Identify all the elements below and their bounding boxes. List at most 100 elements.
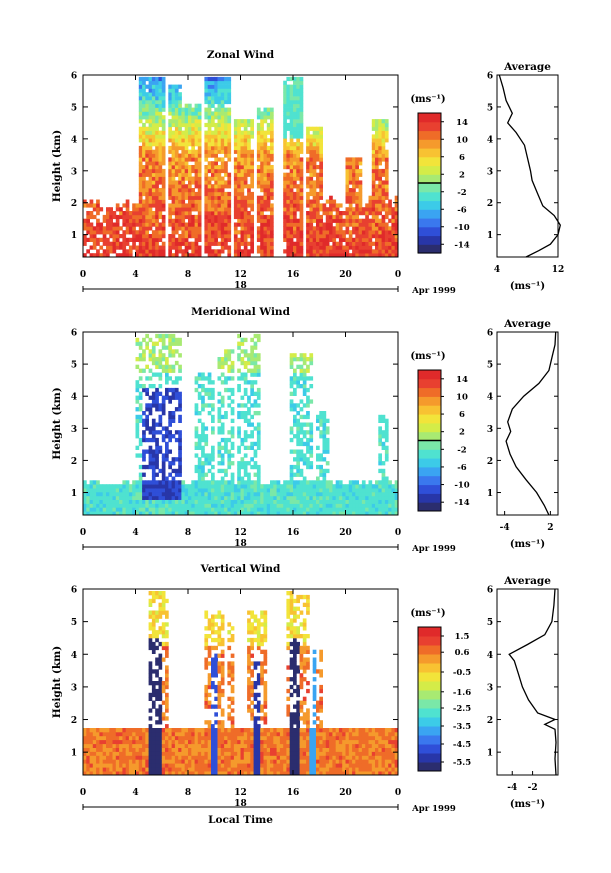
heatmap-cell <box>224 480 228 485</box>
heatmap-cell <box>161 168 166 174</box>
heatmap-cell <box>358 488 363 493</box>
heatmap-cell <box>227 453 232 458</box>
heatmap-cell <box>394 241 399 246</box>
heatmap-cell <box>256 491 261 497</box>
heatmap-cell <box>214 126 218 131</box>
heatmap-cell <box>115 218 120 223</box>
heatmap-cell <box>184 211 189 216</box>
heatmap-cell <box>289 138 294 143</box>
heatmap-cell <box>355 245 359 250</box>
heatmap-cell <box>99 207 104 212</box>
heatmap-cell <box>161 234 166 239</box>
heatmap-cell <box>375 134 379 139</box>
heatmap-cell <box>299 180 304 185</box>
heatmap-cell <box>151 203 156 208</box>
heatmap-cell <box>289 249 294 254</box>
heatmap-cell <box>165 724 169 729</box>
heatmap-cell <box>322 207 327 212</box>
heatmap-cell <box>293 211 297 216</box>
heatmap-cell <box>378 245 382 250</box>
heatmap-cell <box>204 661 209 666</box>
heatmap-cell <box>184 126 189 131</box>
heatmap-cell <box>365 214 369 220</box>
heatmap-cell <box>135 253 140 258</box>
heatmap-cell <box>161 657 166 662</box>
heatmap-cell <box>211 130 215 135</box>
heatmap-cell <box>135 503 140 508</box>
heatmap-cell <box>158 728 163 733</box>
heatmap-cell <box>171 484 176 489</box>
heatmap-cell <box>197 188 202 193</box>
heatmap-cell <box>188 214 192 220</box>
heatmap-cell <box>138 759 143 764</box>
heatmap-cell <box>191 747 195 752</box>
heatmap-cell <box>243 241 248 246</box>
heatmap-cell <box>145 99 149 105</box>
heatmap-cell <box>240 119 245 124</box>
heatmap-cell <box>302 484 307 489</box>
heatmap-cell <box>309 499 314 504</box>
heatmap-cell <box>247 172 251 177</box>
heatmap-cell <box>135 495 140 500</box>
heatmap-cell <box>240 507 245 512</box>
heatmap-cell <box>335 218 340 223</box>
heatmap-cell <box>83 491 87 497</box>
heatmap-cell <box>237 411 241 416</box>
heatmap-cell <box>122 771 127 776</box>
heatmap-cell <box>365 495 369 500</box>
heatmap-cell <box>96 480 100 485</box>
heatmap-cell <box>83 755 87 760</box>
heatmap-cell <box>86 503 90 508</box>
heatmap-cell <box>106 759 110 764</box>
heatmap-cell <box>319 422 323 427</box>
heatmap-cell <box>381 218 386 223</box>
heatmap-cell <box>119 484 123 489</box>
heatmap-cell <box>178 188 182 193</box>
heatmap-cell <box>381 191 386 197</box>
heatmap-cell <box>211 149 215 154</box>
heatmap-cell <box>148 115 153 120</box>
heatmap-cell <box>115 507 120 512</box>
heatmap-cell <box>296 491 300 497</box>
heatmap-cell <box>289 157 294 162</box>
heatmap-cell <box>381 142 386 147</box>
heatmap-cell <box>181 241 186 246</box>
heatmap-cell <box>145 391 149 396</box>
heatmap-cell <box>309 157 314 162</box>
heatmap-cell <box>138 437 143 443</box>
heatmap-cell <box>375 119 379 124</box>
heatmap-cell <box>197 168 202 174</box>
heatmap-cell <box>322 449 327 454</box>
heatmap-cell <box>155 145 159 151</box>
heatmap-cell <box>138 84 143 89</box>
heatmap-cell <box>227 203 232 208</box>
colorbar-tick-label: 14 <box>456 375 468 385</box>
heatmap-cell <box>128 507 133 512</box>
heatmap-cell <box>263 234 268 239</box>
heatmap-cell <box>158 149 163 154</box>
heatmap-cell <box>148 403 153 408</box>
heatmap-cell <box>125 237 130 242</box>
heatmap-cell <box>184 142 189 147</box>
heatmap-cell <box>148 149 153 154</box>
heatmap-cell <box>270 491 274 497</box>
heatmap-cell <box>197 728 202 733</box>
heatmap-cell <box>92 763 97 768</box>
heatmap-cell <box>197 499 202 504</box>
heatmap-cell <box>214 203 218 208</box>
heatmap-cell <box>96 747 100 752</box>
heatmap-cell <box>151 591 156 596</box>
heatmap-cell <box>253 503 258 508</box>
heatmap-cell <box>319 157 323 162</box>
heatmap-cell <box>220 511 225 516</box>
heatmap-cell <box>132 218 136 223</box>
heatmap-cell <box>178 180 182 185</box>
heatmap-cell <box>125 222 130 227</box>
heatmap-cell <box>197 735 202 741</box>
heatmap-cell <box>227 464 232 470</box>
heatmap-cell <box>279 495 284 500</box>
heatmap-cell <box>309 461 314 466</box>
heatmap-cell <box>211 511 215 516</box>
heatmap-cell <box>109 503 113 508</box>
heatmap-cell <box>243 376 248 381</box>
